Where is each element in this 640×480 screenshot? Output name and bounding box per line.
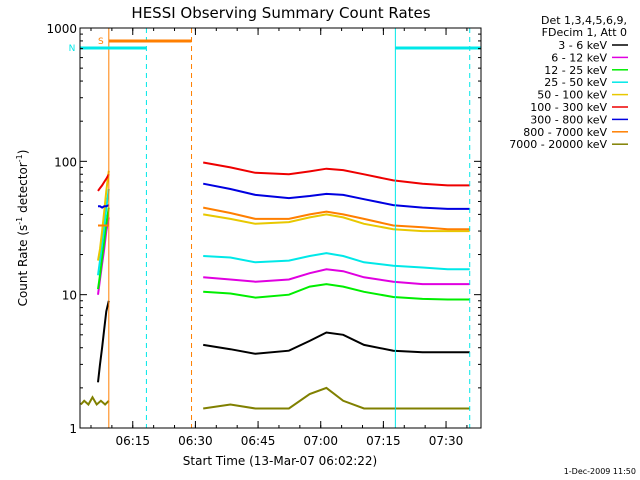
series-line [203, 386, 470, 410]
legend-entry-label: 3 - 6 keV [558, 39, 607, 52]
y-tick-label: 100 [54, 155, 77, 169]
legend-header: Det 1,3,4,5,6,9, [541, 14, 627, 27]
series-line [97, 188, 110, 276]
legend-entry-label: 300 - 800 keV [530, 113, 607, 126]
x-axis-label: Start Time (13-Mar-07 06:02:22) [183, 454, 377, 468]
legend-entry-label: 12 - 25 keV [544, 64, 607, 77]
legend-entry-label: 50 - 100 keV [537, 89, 607, 102]
legend-entry-label: 100 - 300 keV [530, 101, 607, 114]
series-line [97, 173, 110, 192]
series-line [203, 206, 470, 231]
legend-entry-label: 7000 - 20000 keV [509, 138, 607, 151]
plot-frame [79, 27, 482, 429]
x-axis: 06:15 06:30 06:45 07:00 07:15 07:30 [90, 28, 468, 448]
x-tick-label: 07:15 [366, 434, 401, 448]
y-axis-label-part: detector [16, 162, 30, 217]
series-line [97, 300, 110, 383]
x-tick-label: 07:00 [303, 434, 338, 448]
series [80, 386, 470, 410]
series-line [203, 182, 470, 210]
y-tick-label: 1000 [46, 22, 77, 36]
x-tick-label: 06:45 [241, 434, 276, 448]
footer-timestamp: 1-Dec-2009 11:50 [564, 467, 636, 476]
flag-label: S [98, 37, 104, 47]
series-line [203, 252, 470, 271]
flag-label: N [69, 44, 76, 54]
series-line [203, 161, 470, 187]
series-line [203, 213, 470, 233]
y-axis-label-sup: -1 [15, 217, 24, 225]
series [97, 161, 470, 192]
series-line [203, 283, 470, 301]
series [98, 182, 470, 210]
series [97, 300, 470, 383]
series [97, 207, 470, 301]
y-tick-label: 1 [69, 422, 77, 436]
legend-entry-label: 6 - 12 keV [551, 51, 607, 64]
x-tick-label: 07:30 [429, 434, 464, 448]
legend-entry-label: 800 - 7000 keV [523, 126, 607, 139]
y-axis-label-sup: -1 [15, 154, 24, 162]
y-axis: 1 10 100 1000 [46, 22, 481, 436]
y-axis-label-part: ) [16, 150, 30, 155]
data-layer [80, 161, 470, 410]
series-line [203, 331, 470, 355]
series-line [80, 395, 110, 407]
series-line [203, 268, 470, 286]
series-line [98, 204, 110, 209]
y-tick-label: 10 [62, 289, 77, 303]
marker-layer: SN [69, 28, 481, 428]
x-tick-label: 06:15 [115, 434, 150, 448]
series [98, 206, 470, 231]
chart-title: HESSI Observing Summary Count Rates [131, 4, 430, 22]
x-tick-label: 06:30 [178, 434, 213, 448]
y-axis-label-part: Count Rate (s [16, 225, 30, 307]
y-axis-label: Count Rate (s-1 detector-1) [15, 150, 30, 307]
series-line [97, 170, 110, 261]
legend-header: FDecim 1, Att 0 [542, 26, 627, 39]
series [97, 188, 470, 276]
series-line [97, 207, 110, 290]
legend-entry-label: 25 - 50 keV [544, 76, 607, 89]
legend: Det 1,3,4,5,6,9,FDecim 1, Att 03 - 6 keV… [509, 14, 628, 151]
series [97, 170, 470, 261]
